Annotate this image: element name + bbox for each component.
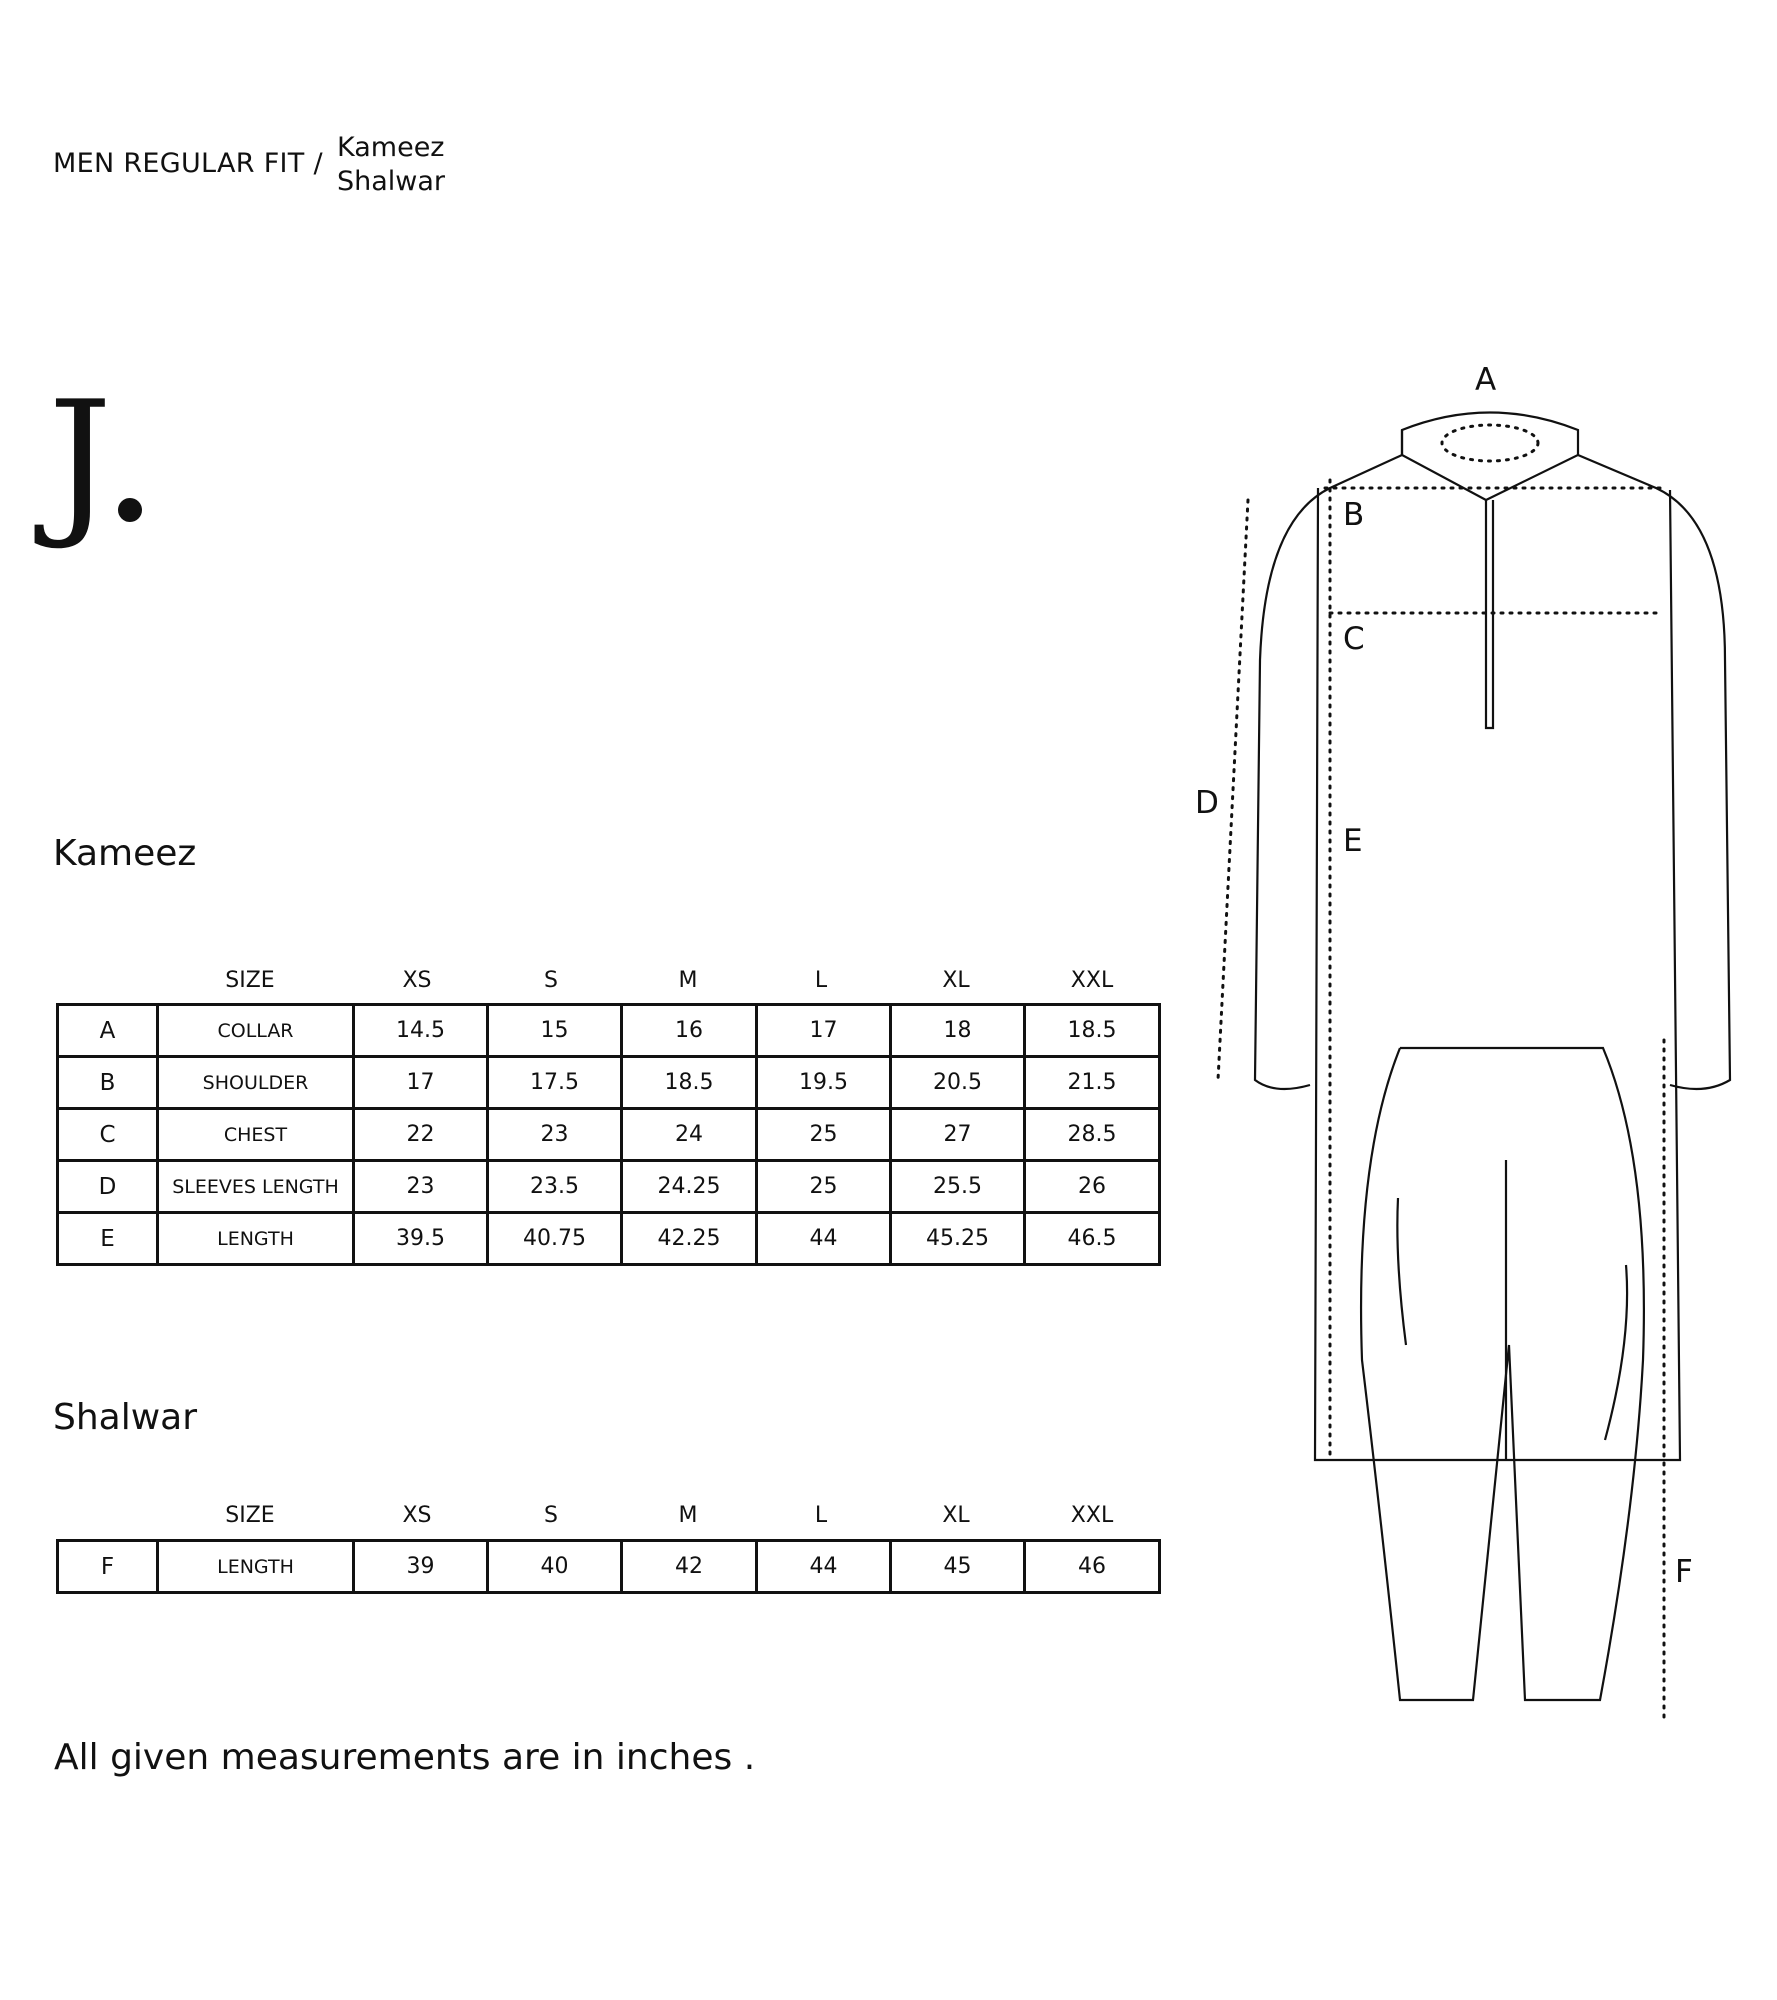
measurement-unit-note: All given measurements are in inches . (54, 1737, 756, 1778)
measurement-label: SLEEVES LENGTH (156, 1159, 355, 1214)
measurement-value: 39 (352, 1539, 489, 1594)
kameez-row-a: A COLLAR 14.5 15 16 17 18 18.5 (56, 1003, 1161, 1058)
measurement-code: D (56, 1159, 159, 1214)
kameez-row-c: C CHEST 22 23 24 25 27 28.5 (56, 1107, 1161, 1162)
shalwar-size-table: F LENGTH 39 40 42 44 45 46 (56, 1539, 1161, 1594)
measurement-value: 23.5 (486, 1159, 623, 1214)
size-col-m: M (678, 968, 698, 993)
measurement-guides (1216, 478, 1666, 1722)
label-a: A (1475, 362, 1496, 398)
shalwar-section-title: Shalwar (53, 1397, 198, 1438)
measurement-value: 42 (620, 1539, 758, 1594)
measurement-label: SHOULDER (156, 1055, 355, 1110)
measurement-value: 46.5 (1023, 1211, 1161, 1266)
measurement-value: 25 (755, 1107, 892, 1162)
label-b: B (1343, 497, 1364, 533)
measurement-value: 45 (889, 1539, 1026, 1594)
measurement-value: 21.5 (1023, 1055, 1161, 1110)
brand-logo: J (48, 380, 148, 550)
garment-measurement-diagram: A B C D E F (1195, 362, 1732, 1722)
measurement-value: 45.25 (889, 1211, 1026, 1266)
fit-subtitle-kameez: Kameez (337, 132, 445, 163)
label-e: E (1343, 823, 1363, 859)
measurement-value: 16 (620, 1003, 758, 1058)
measurement-value: 19.5 (755, 1055, 892, 1110)
measurement-value: 18 (889, 1003, 1026, 1058)
measurement-value: 26 (1023, 1159, 1161, 1214)
measurement-code: E (56, 1211, 159, 1266)
kameez-size-table: A COLLAR 14.5 15 16 17 18 18.5 B SHOULDER 17 17.5 18… (56, 1003, 1161, 1266)
measurement-value: 39.5 (352, 1211, 489, 1266)
size-header-label: SIZE (225, 968, 275, 993)
logo-letter: J (48, 366, 113, 553)
fit-title: MEN REGULAR FIT / (53, 148, 323, 179)
size-col-l: L (814, 1503, 828, 1528)
size-col-xs: XS (402, 1503, 432, 1528)
size-col-l: L (814, 968, 828, 993)
size-col-s: S (544, 968, 558, 993)
logo-dot (118, 498, 142, 522)
label-c: C (1343, 621, 1365, 657)
shalwar-outline (1359, 1046, 1645, 1702)
measurement-value: 28.5 (1023, 1107, 1161, 1162)
kameez-section-title: Kameez (53, 833, 197, 874)
measurement-value: 24 (620, 1107, 758, 1162)
size-col-xl: XL (942, 968, 970, 993)
measurement-label: LENGTH (156, 1211, 355, 1266)
measurement-label: LENGTH (156, 1539, 355, 1594)
collar-outline (1400, 411, 1580, 502)
measurement-value: 17 (352, 1055, 489, 1110)
measurement-value: 40 (486, 1539, 623, 1594)
kameez-row-e: E LENGTH 39.5 40.75 42.25 44 45.25 46.5 (56, 1211, 1161, 1266)
measurement-code: B (56, 1055, 159, 1110)
kameez-row-d: D SLEEVES LENGTH 23 23.5 24.25 25 25.5 26 (56, 1159, 1161, 1214)
measurement-value: 14.5 (352, 1003, 489, 1058)
measurement-code: C (56, 1107, 159, 1162)
measurement-value: 18.5 (620, 1055, 758, 1110)
measurement-value: 22 (352, 1107, 489, 1162)
measurement-code: A (56, 1003, 159, 1058)
size-header-label: SIZE (225, 1503, 275, 1528)
fit-subtitle-shalwar: Shalwar (337, 166, 446, 197)
measurement-value: 20.5 (889, 1055, 1026, 1110)
size-col-s: S (544, 1503, 558, 1528)
measurement-value: 15 (486, 1003, 623, 1058)
measurement-value: 23 (486, 1107, 623, 1162)
measurement-value: 24.25 (620, 1159, 758, 1214)
kameez-row-b: B SHOULDER 17 17.5 18.5 19.5 20.5 21.5 (56, 1055, 1161, 1110)
guide-sleeve (1216, 498, 1250, 1082)
label-d: D (1195, 785, 1219, 821)
measurement-value: 18.5 (1023, 1003, 1161, 1058)
measurement-value: 44 (755, 1211, 892, 1266)
size-col-xl: XL (942, 1503, 970, 1528)
size-col-xxl: XXL (1070, 968, 1114, 993)
measurement-code: F (56, 1539, 159, 1594)
measurement-label: CHEST (156, 1107, 355, 1162)
measurement-value: 27 (889, 1107, 1026, 1162)
measurement-value: 25 (755, 1159, 892, 1214)
measurement-value: 46 (1023, 1539, 1161, 1594)
measurement-value: 40.75 (486, 1211, 623, 1266)
measurement-value: 42.25 (620, 1211, 758, 1266)
size-col-xs: XS (402, 968, 432, 993)
size-col-xxl: XXL (1070, 1503, 1114, 1528)
size-col-m: M (678, 1503, 698, 1528)
measurement-value: 17 (755, 1003, 892, 1058)
measurement-label: COLLAR (156, 1003, 355, 1058)
measurement-value: 25.5 (889, 1159, 1026, 1214)
measurement-value: 17.5 (486, 1055, 623, 1110)
label-f: F (1675, 1554, 1693, 1590)
measurement-value: 23 (352, 1159, 489, 1214)
measurement-value: 44 (755, 1539, 892, 1594)
shalwar-row-f: F LENGTH 39 40 42 44 45 46 (56, 1539, 1161, 1594)
